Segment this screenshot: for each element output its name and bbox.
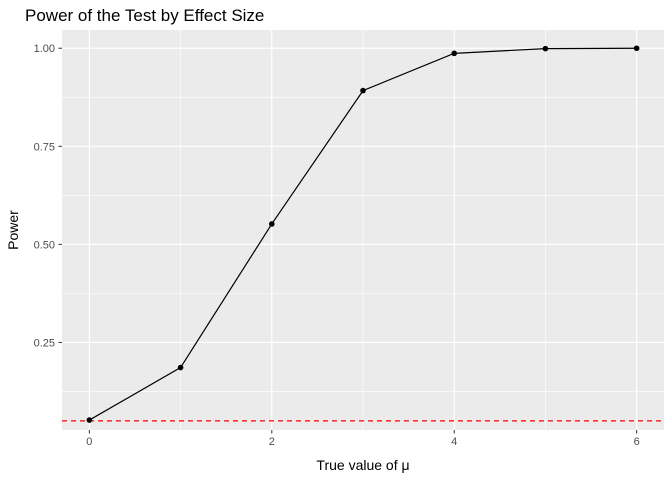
y-tick-label: 0.25 xyxy=(34,337,55,349)
grid-minor xyxy=(62,30,664,430)
y-axis-title: Power xyxy=(5,210,21,250)
y-tick-label: 1.00 xyxy=(34,43,55,55)
axis-layer: 0 2 4 6 0.25 0.50 0.75 1.00 xyxy=(34,43,640,448)
data-point xyxy=(542,45,549,52)
data-point xyxy=(268,221,275,227)
data-point xyxy=(633,45,640,52)
data-point xyxy=(451,50,458,57)
y-tick-label: 0.75 xyxy=(34,141,55,153)
y-tick-label: 0.50 xyxy=(34,239,55,251)
data-point xyxy=(86,417,93,423)
chart-title: Power of the Test by Effect Size xyxy=(25,6,264,25)
grid-major xyxy=(62,30,664,430)
data-point xyxy=(360,87,366,94)
x-tick-label: 0 xyxy=(86,436,92,448)
x-tick-label: 6 xyxy=(634,436,640,448)
x-tick-label: 2 xyxy=(269,436,275,448)
series-layer xyxy=(86,45,640,423)
data-point xyxy=(177,364,184,371)
x-tick-label: 4 xyxy=(451,436,457,448)
x-axis-title: True value of μ xyxy=(316,457,409,473)
